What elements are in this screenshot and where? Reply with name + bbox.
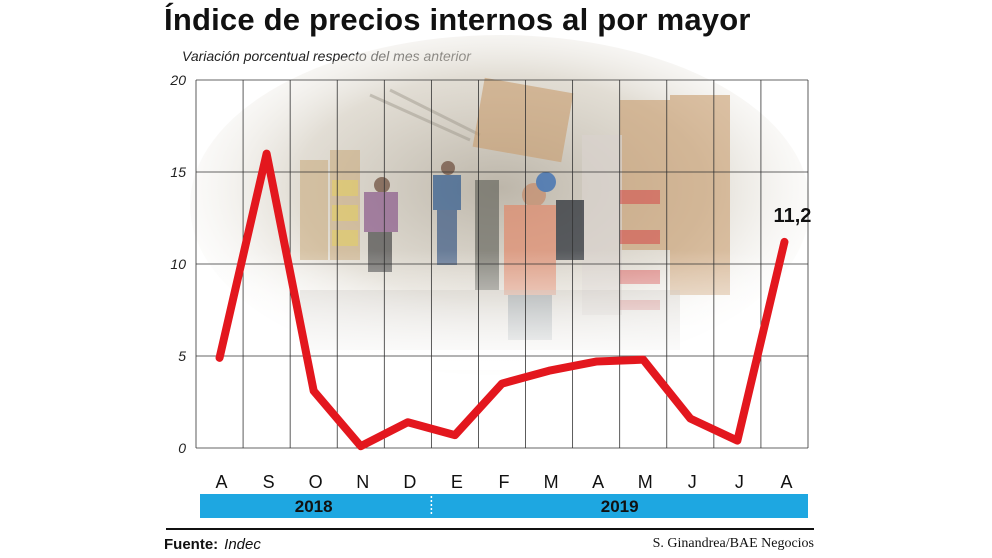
x-tick-label: A [592, 472, 604, 492]
chart-title: Índice de precios internos al por mayor [164, 2, 751, 37]
year-label: 2018 [295, 497, 333, 516]
data-label: 11,2 [774, 205, 812, 227]
y-tick-label: 10 [170, 256, 186, 272]
series-line [215, 149, 789, 451]
footer-source: Fuente: Indec [164, 536, 261, 553]
annotation: 11,2 [774, 205, 812, 227]
x-tick-label: J [735, 472, 744, 492]
y-tick-label: 15 [170, 164, 186, 180]
year-band-bar [200, 494, 808, 518]
y-tick-label: 20 [169, 72, 186, 88]
x-tick-label: D [403, 472, 416, 492]
year-label: 2019 [601, 497, 639, 516]
footer-credit: S. Ginandrea/BAE Negocios [652, 536, 814, 551]
source-value: Indec [224, 536, 261, 553]
x-tick-label: N [356, 472, 369, 492]
x-tick-label: M [638, 472, 653, 492]
line-chart: 0 5 10 15 20 A S O N D E F M A M J J A 2018 2019 11,2 [169, 35, 812, 518]
x-tick-label: A [216, 472, 228, 492]
source-label: Fuente: [164, 536, 219, 553]
x-tick-label: J [688, 472, 697, 492]
background-photo [190, 35, 810, 375]
x-tick-label: M [544, 472, 559, 492]
y-axis: 0 5 10 15 20 [169, 72, 186, 456]
year-band: 2018 2019 [200, 494, 808, 518]
y-tick-label: 0 [178, 440, 186, 456]
x-tick-label: F [499, 472, 510, 492]
footer-divider [166, 528, 814, 530]
y-tick-label: 5 [178, 348, 186, 364]
x-tick-label: E [451, 472, 463, 492]
x-tick-label: O [309, 472, 323, 492]
x-tick-label: A [780, 472, 792, 492]
x-tick-label: S [263, 472, 275, 492]
